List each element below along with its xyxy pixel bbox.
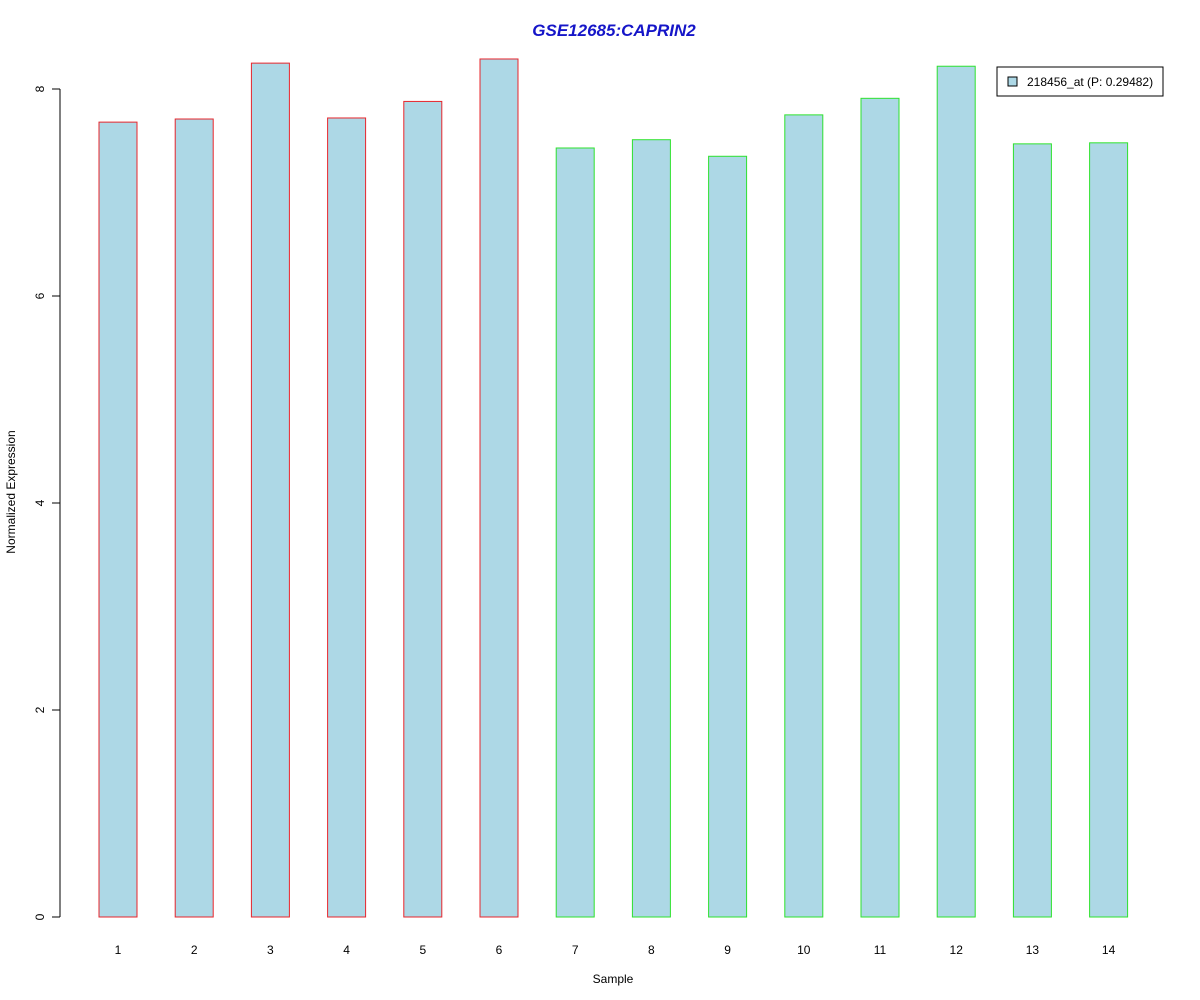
y-axis: 0 2 4 6 8 [33, 85, 61, 920]
x-tick-label: 11 [874, 943, 887, 957]
bar-sample-10 [784, 114, 824, 918]
bars [98, 58, 1129, 918]
bar-sample-14 [1089, 142, 1129, 918]
bar-sample-7 [555, 147, 595, 918]
bar-sample-11 [860, 97, 900, 918]
y-tick-label: 0 [33, 913, 47, 920]
x-tick-label: 1 [115, 943, 122, 957]
y-axis-label: Normalized Expression [4, 430, 18, 553]
bar-sample-1 [98, 121, 138, 918]
legend-label: 218456_at (P: 0.29482) [1027, 75, 1153, 89]
chart-title: GSE12685:CAPRIN2 [532, 21, 696, 40]
bar-sample-8 [631, 139, 671, 918]
bar-sample-13 [1012, 143, 1052, 918]
x-tick-label: 13 [1026, 943, 1040, 957]
x-tick-label: 6 [496, 943, 503, 957]
y-tick-label: 2 [33, 706, 47, 713]
x-tick-label: 12 [950, 943, 964, 957]
x-tick-label: 8 [648, 943, 655, 957]
bar-sample-3 [250, 62, 290, 918]
y-tick-label: 4 [33, 499, 47, 506]
x-tick-label: 5 [419, 943, 426, 957]
x-tick-label: 10 [797, 943, 811, 957]
legend: 218456_at (P: 0.29482) [996, 66, 1164, 97]
x-tick-label: 2 [191, 943, 198, 957]
x-tick-label: 4 [343, 943, 350, 957]
legend-box [996, 66, 1164, 97]
x-tick-labels: 1 2 3 4 5 6 7 8 9 10 11 12 13 14 [115, 943, 1116, 957]
x-tick-label: 14 [1102, 943, 1116, 957]
bar-sample-2 [174, 118, 214, 918]
x-tick-label: 7 [572, 943, 579, 957]
x-axis-label: Sample [593, 972, 634, 986]
x-tick-label: 9 [724, 943, 731, 957]
y-tick-label: 8 [33, 85, 47, 92]
bar-sample-4 [327, 117, 367, 918]
bar-sample-9 [708, 155, 748, 918]
x-tick-label: 3 [267, 943, 274, 957]
y-tick-label: 6 [33, 292, 47, 299]
legend-swatch [1007, 76, 1018, 87]
bar-sample-6 [479, 58, 519, 918]
bar-sample-12 [936, 65, 976, 918]
bar-sample-5 [403, 100, 443, 918]
